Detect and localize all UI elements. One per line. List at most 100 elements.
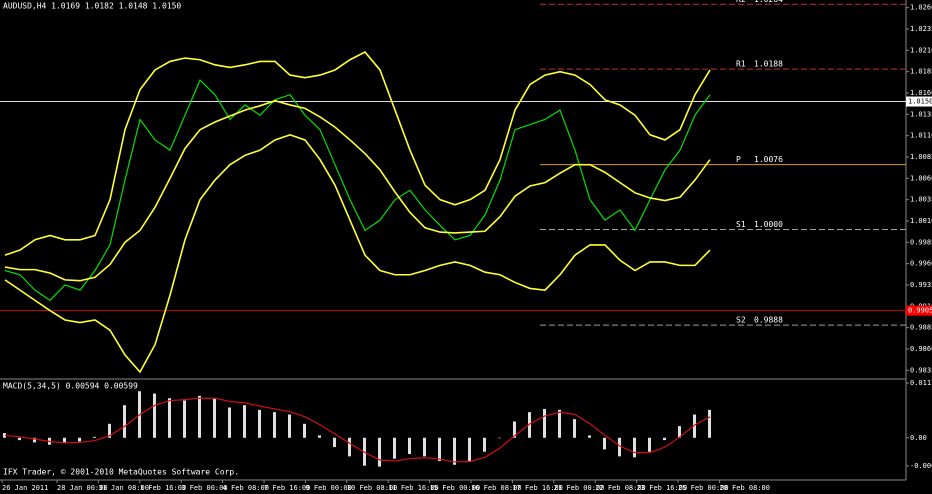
macd-bar: [663, 437, 666, 441]
pivot-name: R1: [736, 60, 746, 69]
macd-bar: [423, 437, 426, 457]
macd-bar: [573, 419, 576, 438]
macd-bar: [618, 437, 621, 457]
x-tick-label: 7 Feb 16:00: [264, 484, 310, 492]
macd-bar: [3, 433, 6, 438]
macd-bar: [63, 437, 66, 444]
x-tick-label: 10 Feb 08:00: [347, 484, 398, 492]
macd-bar: [213, 398, 216, 438]
pivot-label: 1.0264: [754, 0, 783, 4]
series-line: [4, 51, 711, 256]
macd-bar: [558, 409, 561, 438]
y-tick-label: -0.00606: [910, 462, 932, 470]
x-tick-label: 25 Feb 00:00: [678, 484, 729, 492]
price-box: [906, 96, 932, 107]
pivot-label: 1.0188: [754, 60, 783, 69]
footer: IFX Trader, © 2001-2010 MetaQuotes Softw…: [3, 468, 239, 477]
y-tick-label: 1.0135: [910, 110, 932, 118]
price-label: 0.9905: [908, 307, 932, 315]
macd-bar: [18, 437, 21, 441]
pivot-label: 1.0076: [754, 155, 783, 164]
x-tick-label: 28 Jan 00:00: [57, 484, 108, 492]
macd-bar: [438, 437, 441, 462]
y-tick-label: 0.9885: [910, 324, 932, 332]
macd-bar: [678, 426, 681, 438]
x-tick-label: 15 Feb 00:00: [430, 484, 481, 492]
y-tick-label: 0.01177: [910, 379, 932, 387]
macd-bar: [648, 437, 651, 452]
y-tick-label: 1.0160: [910, 89, 932, 97]
x-tick-label: 28 Feb 08:00: [719, 484, 770, 492]
pivot-name: R2: [736, 0, 746, 4]
macd-bar: [168, 398, 171, 438]
macd-bar: [708, 409, 711, 438]
macd-bar: [228, 407, 231, 438]
x-tick-label: 23 Feb 16:00: [637, 484, 688, 492]
y-tick-label: 0.9985: [910, 238, 932, 246]
x-tick-label: 17 Feb 16:00: [512, 484, 563, 492]
x-tick-label: 4 Feb 08:00: [223, 484, 269, 492]
x-tick-label: 9 Feb 00:00: [305, 484, 351, 492]
x-tick-label: 11 Feb 16:00: [388, 484, 439, 492]
x-tick-label: 1 Feb 16:00: [140, 484, 186, 492]
y-tick-label: 0.9835: [910, 366, 932, 374]
y-tick-label: 0.9935: [910, 281, 932, 289]
macd-bar: [333, 437, 336, 448]
price-label: 1.0150: [908, 98, 932, 106]
x-tick-label: 3 Feb 00:00: [181, 484, 227, 492]
chart-title: AUDUSD,H4 1.0169 1.0182 1.0148 1.0150: [3, 2, 181, 11]
macd-title: MACD(5,34,5) 0.00594 0.00599: [3, 382, 138, 391]
macd-bar: [348, 437, 351, 457]
macd-bar: [318, 435, 321, 438]
macd-bar: [273, 412, 276, 438]
macd-bar: [453, 437, 456, 465]
series-line: [4, 99, 711, 282]
series-line: [4, 79, 711, 302]
x-tick-label: 26 Jan 2011: [2, 484, 48, 492]
macd-bar: [183, 400, 186, 438]
pivot-name: P: [736, 155, 741, 164]
macd-bar: [468, 437, 471, 462]
macd-bar: [303, 423, 306, 438]
y-tick-label: 1.0235: [910, 25, 932, 33]
pivot-name: S2: [736, 316, 746, 325]
pivot-label: 0.9888: [754, 316, 783, 325]
macd-bar: [633, 437, 636, 458]
macd-bar: [393, 437, 396, 459]
macd-bar: [408, 437, 411, 455]
macd-bar: [243, 405, 246, 438]
series-line: [4, 133, 711, 374]
macd-bar: [108, 423, 111, 438]
macd-bar: [603, 437, 606, 450]
pivot-name: S1: [736, 220, 746, 229]
macd-bar: [93, 436, 96, 438]
macd-bar: [588, 435, 591, 438]
macd-bar: [378, 437, 381, 467]
macd-bar: [693, 414, 696, 438]
x-tick-label: 31 Jan 08:00: [98, 484, 149, 492]
macd-bar: [198, 395, 201, 438]
y-tick-label: 1.0185: [910, 68, 932, 76]
macd-bar: [483, 437, 486, 452]
macd-bar: [258, 409, 261, 438]
macd-bar: [498, 437, 501, 439]
price-box: [906, 305, 932, 316]
macd-bar: [78, 437, 81, 442]
y-tick-label: 1.0035: [910, 196, 932, 204]
y-tick-label: 1.0060: [910, 174, 932, 182]
y-tick-label: 1.0210: [910, 46, 932, 54]
macd-bar: [528, 412, 531, 438]
macd-bar: [513, 421, 516, 438]
macd-bar: [123, 405, 126, 438]
macd-bar: [33, 437, 36, 443]
signal-line: [4, 397, 711, 463]
y-tick-label: 0.00: [910, 434, 927, 442]
y-tick-label: 1.0085: [910, 153, 932, 161]
pivot-label: 1.0000: [754, 220, 783, 229]
macd-bar: [543, 408, 546, 438]
x-tick-label: 16 Feb 08:00: [471, 484, 522, 492]
